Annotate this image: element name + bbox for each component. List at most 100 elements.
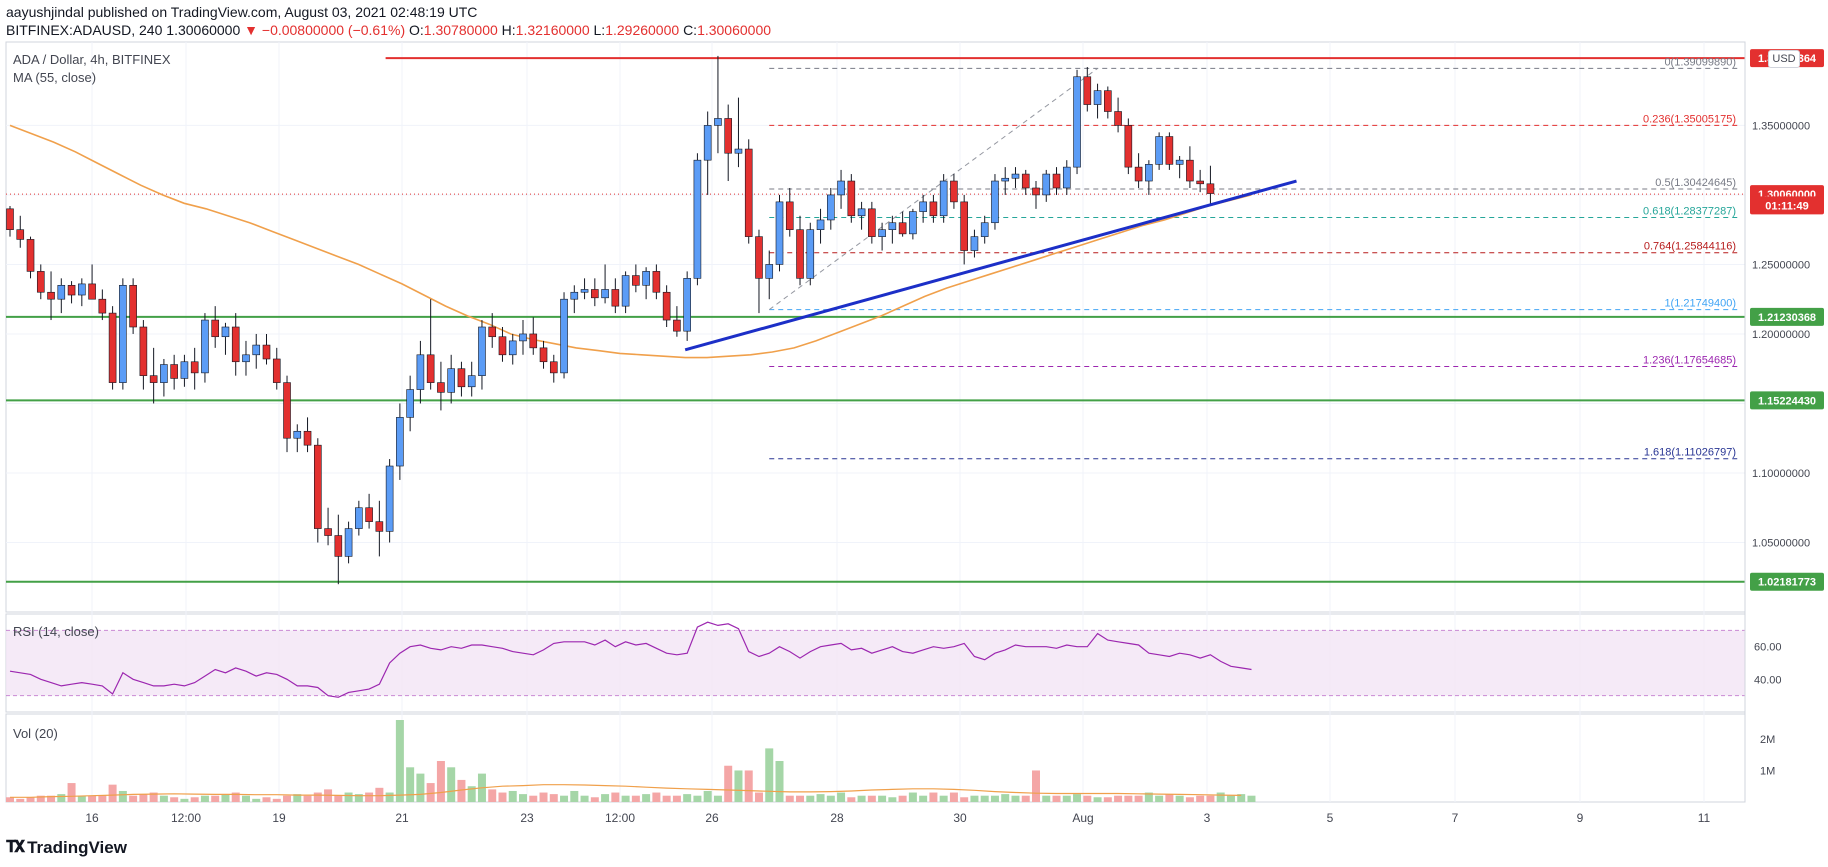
volume-bar: [1155, 795, 1164, 802]
low-value: 1.29260000: [605, 22, 680, 38]
candle-body: [796, 229, 804, 279]
x-tick-label: 12:00: [605, 811, 635, 825]
volume-bar: [436, 761, 445, 802]
rsi-band: [6, 630, 1745, 696]
candle-body: [1042, 173, 1051, 196]
volume-bar: [1114, 795, 1123, 802]
volume-bar: [857, 795, 866, 802]
vol-pane-title: Vol (20): [13, 726, 58, 741]
volume-bar: [1216, 792, 1225, 802]
volume-bar: [36, 795, 45, 802]
volume-bar: [1011, 795, 1020, 802]
volume-bar: [713, 795, 722, 802]
candle-body: [611, 289, 620, 307]
y-tick-label: 1.35000000: [1752, 120, 1810, 132]
volume-bar: [139, 794, 148, 802]
volume-bar: [67, 783, 76, 802]
x-tick-label: 23: [520, 811, 534, 825]
main-pane-title: ADA / Dollar, 4h, BITFINEX: [13, 52, 171, 67]
volume-bar: [1001, 794, 1010, 802]
close-label: C:: [683, 22, 698, 38]
volume-bar: [26, 797, 35, 802]
high-label: H:: [501, 22, 516, 38]
currency-badge[interactable]: USD: [1768, 50, 1800, 68]
price-label-box: [1750, 307, 1824, 326]
candle-body: [991, 180, 999, 224]
symbol-name: BITFINEX:ADAUSD, 240: [6, 22, 163, 38]
volume-bar: [385, 792, 394, 802]
price-label-box: [1750, 391, 1824, 410]
x-tick-label: 3: [1204, 811, 1211, 825]
candle-body: [703, 125, 712, 161]
candle-body: [498, 336, 507, 356]
candle-body: [744, 148, 753, 237]
candle-body: [201, 319, 209, 374]
volume-bar: [785, 795, 794, 802]
candle-body: [508, 340, 517, 356]
price-label: 1.02181773: [1758, 577, 1816, 589]
volume-bar: [837, 792, 846, 802]
candle-body: [909, 211, 917, 235]
candle-body: [283, 382, 291, 439]
volume-bar: [180, 798, 189, 802]
candle-body: [47, 291, 55, 300]
candle-body: [344, 528, 353, 557]
price-label-box: [1750, 196, 1824, 215]
candle-body: [6, 208, 14, 230]
volume-bar: [365, 792, 374, 802]
candle-body: [642, 271, 650, 286]
candle-body: [816, 219, 825, 230]
tradingview-logo[interactable]: 𝐓𝐗 TradingView: [6, 838, 127, 858]
price-label: 1.21230368: [1758, 312, 1816, 324]
volume-bar: [16, 798, 25, 802]
volume-bar: [939, 795, 948, 802]
candle-body: [1134, 166, 1143, 182]
last-price: 1.30060000: [166, 22, 241, 38]
fib-anchor-line: [768, 68, 1098, 311]
rsi-tick-label: 40.00: [1754, 674, 1782, 686]
price-change: ▼ −0.00800000 (−0.61%): [244, 22, 406, 38]
candle-body: [529, 333, 538, 349]
volume-bar: [539, 792, 548, 802]
candle-body: [560, 298, 568, 374]
volume-bar: [211, 795, 220, 802]
volume-bar: [406, 767, 415, 802]
price-label: 01:11:49: [1765, 200, 1808, 212]
price-label-box: [1750, 572, 1824, 591]
x-tick-label: 30: [953, 811, 967, 825]
volume-bar: [642, 794, 651, 802]
x-tick-label: 11: [1698, 811, 1711, 825]
candle-body: [416, 354, 425, 390]
fib-level-label: 1.236(1.17654685): [1643, 355, 1736, 367]
candle-body: [252, 344, 261, 356]
volume-bar: [919, 795, 928, 802]
candle-body: [673, 319, 681, 332]
volume-bar: [488, 789, 497, 802]
candle-body: [1021, 173, 1030, 189]
candle-body: [980, 222, 989, 237]
candle-body: [970, 236, 979, 251]
volume-bar: [611, 792, 620, 802]
volume-bar: [1165, 794, 1174, 802]
volume-bar: [806, 795, 815, 802]
candle-body: [683, 278, 691, 332]
price-label: 1.15224430: [1758, 395, 1816, 407]
volume-bar: [652, 792, 661, 802]
fib-level-label: 0.764(1.25844116): [1644, 241, 1736, 253]
candle-body: [960, 201, 968, 251]
candle-body: [160, 364, 168, 383]
volume-bar: [754, 792, 763, 802]
rsi-pane-title: RSI (14, close): [13, 624, 99, 639]
volume-bar: [949, 792, 958, 802]
volume-bar: [1175, 795, 1184, 802]
volume-bar: [580, 795, 589, 802]
volume-bar: [262, 797, 271, 802]
candle-body: [1124, 125, 1133, 168]
fib-level-label: 1.618(1.11026797): [1644, 447, 1736, 459]
candle-body: [385, 465, 394, 532]
volume-bar: [170, 797, 179, 802]
candle-body: [1011, 173, 1020, 179]
candle-body: [98, 298, 107, 314]
volume-ma-line: [10, 784, 1242, 798]
